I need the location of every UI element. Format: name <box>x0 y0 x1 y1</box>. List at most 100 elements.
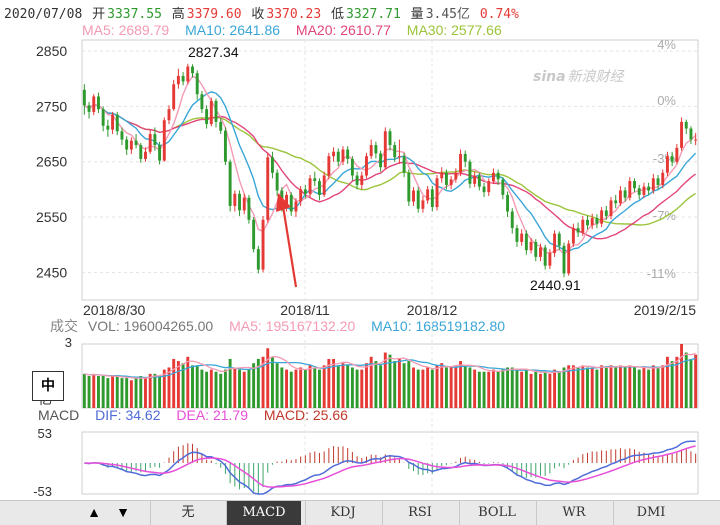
dea-legend: DEA: 21.79 <box>176 407 248 423</box>
candle-body <box>252 219 256 250</box>
candle-body <box>336 151 340 162</box>
candle-body <box>548 252 552 266</box>
volume-bar <box>200 369 204 408</box>
volume-bar <box>176 361 180 408</box>
candle-body <box>341 149 345 162</box>
volume-bar <box>134 378 138 408</box>
candle-body <box>600 210 604 224</box>
volume-bar <box>261 356 265 408</box>
volume-bar <box>270 356 274 408</box>
candle-body <box>106 125 110 130</box>
volume-bar <box>158 376 162 408</box>
tab-rsi[interactable]: RSI <box>382 501 457 525</box>
dea-line <box>84 445 696 488</box>
tab-none[interactable]: 无 <box>150 501 225 525</box>
high-label: 高 <box>171 7 185 22</box>
macd-value-legend: MACD: 25.66 <box>263 407 348 423</box>
candle-body <box>200 94 204 110</box>
macd-legend: MACD DIF: 34.62 DEA: 21.79 MACD: 25.66 <box>38 407 360 423</box>
volume-bar <box>285 369 289 408</box>
volume-bar <box>416 369 420 408</box>
volume-bar <box>350 367 354 408</box>
candle-body <box>195 73 199 95</box>
candle-body <box>571 228 575 244</box>
scroll-up-button[interactable]: ▲ <box>87 504 101 520</box>
low-value: 3327.71 <box>346 7 401 22</box>
candle-body <box>303 189 307 194</box>
language-toggle-button[interactable]: 中 <box>32 371 64 401</box>
tab-boll[interactable]: BOLL <box>459 501 534 525</box>
volume-bar <box>520 371 524 408</box>
volume-bar <box>421 369 425 408</box>
volume-bar <box>459 361 462 408</box>
candle-body <box>346 149 350 159</box>
candle-body <box>247 197 251 220</box>
candle-body <box>407 172 411 202</box>
volume-bar <box>129 380 133 408</box>
candle-body <box>430 189 434 208</box>
candle-body <box>618 190 622 204</box>
tab-macd[interactable]: MACD <box>226 501 301 525</box>
candle-body <box>134 140 138 146</box>
candle-body <box>369 145 373 157</box>
tab-wr[interactable]: WR <box>536 501 611 525</box>
percent-tick-label: -11% <box>647 266 677 281</box>
candle-body <box>275 172 279 191</box>
tab-dmi[interactable]: DMI <box>613 501 688 525</box>
volume-bar <box>148 373 152 408</box>
candle-body <box>482 186 486 193</box>
volume-value: 3.45亿 <box>425 7 470 22</box>
volume-legend: 成交 VOL: 196004265.00 MA5: 195167132.20 M… <box>50 316 517 336</box>
candle-body <box>680 121 683 148</box>
volume-bar <box>252 363 256 408</box>
candle-body <box>477 175 481 187</box>
candle-body <box>491 172 495 182</box>
volume-bar <box>435 365 439 408</box>
volume-bar <box>186 356 190 408</box>
candle-body <box>581 219 585 233</box>
candle-body <box>689 128 693 140</box>
volume-bar <box>327 358 331 408</box>
candle-body <box>299 189 303 202</box>
candle-body <box>496 172 500 180</box>
candle-body <box>576 228 580 233</box>
macd-legend-label: MACD <box>38 407 80 423</box>
tab-kdj[interactable]: KDJ <box>305 501 380 525</box>
candle-body <box>590 218 594 226</box>
scroll-down-button[interactable]: ▼ <box>116 504 130 520</box>
volume-bar <box>675 356 679 408</box>
candle-body <box>454 172 458 180</box>
volume-bar <box>586 367 589 408</box>
close-label: 收 <box>251 7 265 22</box>
volume-bar <box>280 367 284 408</box>
candle-body <box>609 200 613 216</box>
volume-bar <box>642 367 646 408</box>
volume-bar <box>402 363 406 408</box>
volume-bar <box>553 369 557 408</box>
candle-body <box>665 156 669 173</box>
volume-bar <box>412 367 415 408</box>
candle-body <box>327 156 331 176</box>
volume-bar <box>543 371 547 408</box>
candle-body <box>444 172 448 185</box>
candle-body <box>567 243 571 274</box>
candle-body <box>553 233 557 253</box>
volume-bar <box>637 369 641 408</box>
volume-bar <box>209 369 213 408</box>
candle-body <box>355 175 359 185</box>
volume-bar <box>506 367 510 408</box>
volume-bar <box>614 367 618 408</box>
candle-body <box>308 178 312 194</box>
candle-body <box>534 241 538 257</box>
volume-bar <box>332 358 336 408</box>
candle-body <box>604 210 608 216</box>
candle-body <box>172 84 176 110</box>
volume-bar <box>97 376 100 408</box>
candle-body <box>120 131 124 140</box>
ma10-line <box>83 91 697 252</box>
volume-bar <box>426 367 430 408</box>
date-tick-label: 2018/12 <box>407 302 458 318</box>
volume-bar <box>581 365 585 408</box>
candle-body <box>529 241 533 251</box>
